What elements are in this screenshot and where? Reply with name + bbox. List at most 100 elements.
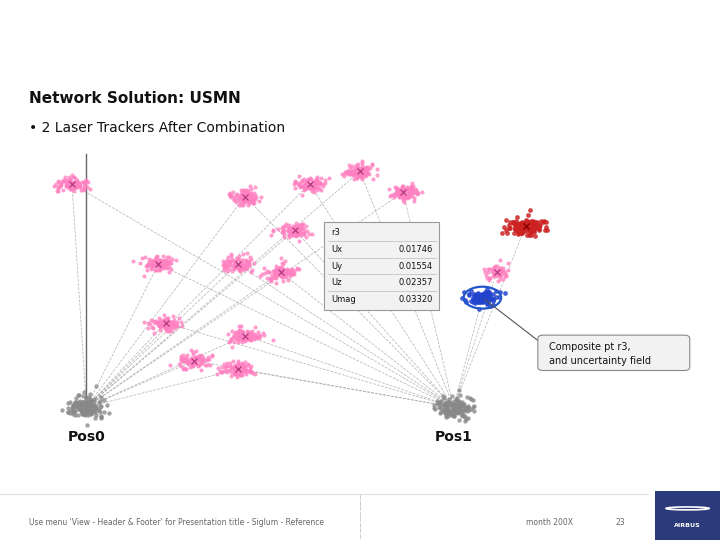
Point [74, 181, 86, 190]
Point [216, 362, 228, 371]
Point [235, 265, 247, 274]
Point [490, 268, 501, 277]
Point [246, 361, 257, 370]
Point [66, 180, 77, 189]
Point [89, 397, 100, 406]
Point [78, 407, 90, 416]
Point [340, 167, 351, 176]
Point [279, 267, 291, 275]
Point [359, 166, 371, 174]
Point [307, 185, 318, 193]
Point [315, 174, 327, 183]
Point [339, 168, 351, 177]
Point [512, 220, 523, 229]
Point [229, 265, 240, 273]
Point [232, 361, 243, 369]
Point [445, 409, 456, 417]
Point [219, 367, 230, 375]
Point [541, 226, 553, 235]
Point [50, 180, 61, 188]
Point [233, 360, 245, 368]
Point [244, 367, 256, 375]
Point [398, 197, 410, 206]
Point [395, 193, 407, 201]
Point [523, 217, 534, 226]
Point [397, 182, 408, 191]
Point [462, 402, 474, 410]
Point [520, 222, 531, 231]
Point [53, 184, 64, 192]
Point [293, 226, 305, 235]
Point [449, 402, 460, 411]
Point [309, 188, 320, 197]
Point [244, 329, 256, 338]
Point [220, 259, 231, 267]
Point [90, 382, 102, 390]
Point [252, 328, 264, 336]
Point [181, 353, 192, 362]
Point [269, 271, 281, 279]
Point [468, 401, 480, 410]
Point [67, 401, 78, 410]
Point [283, 231, 294, 239]
Point [393, 190, 405, 198]
Point [176, 355, 187, 364]
Point [177, 355, 189, 364]
Point [62, 399, 73, 408]
Point [245, 181, 256, 190]
Point [83, 396, 94, 405]
Point [161, 316, 173, 325]
Point [416, 188, 428, 197]
Text: r3: r3 [331, 228, 340, 237]
Point [441, 413, 452, 421]
Text: Umag: Umag [331, 295, 356, 304]
Point [238, 333, 250, 342]
Point [485, 274, 496, 282]
Point [410, 188, 421, 197]
Point [218, 360, 230, 368]
Point [294, 226, 305, 234]
Point [161, 322, 173, 330]
Point [242, 328, 253, 337]
Point [151, 258, 163, 267]
Point [84, 393, 95, 401]
Point [239, 334, 251, 343]
Point [241, 327, 253, 335]
Point [194, 352, 205, 360]
Point [351, 167, 363, 176]
Point [486, 264, 498, 273]
Point [451, 408, 462, 416]
Text: Uncertainty Analysis Example: Uncertainty Analysis Example [11, 21, 477, 49]
Point [160, 322, 171, 330]
Point [473, 294, 485, 302]
Point [350, 164, 361, 173]
Point [366, 161, 377, 170]
Point [298, 185, 310, 194]
Point [76, 406, 87, 415]
Point [441, 407, 452, 415]
Point [70, 411, 81, 420]
Point [480, 287, 492, 296]
Point [82, 407, 94, 415]
Point [390, 183, 401, 192]
Point [60, 181, 72, 190]
Point [287, 269, 299, 278]
Point [481, 274, 492, 282]
Point [78, 178, 90, 186]
Point [148, 256, 159, 265]
Point [494, 256, 505, 265]
Point [237, 201, 248, 210]
Point [526, 221, 537, 230]
Point [404, 191, 415, 199]
Point [76, 178, 88, 186]
Point [186, 359, 198, 367]
Point [64, 176, 76, 185]
Point [487, 290, 499, 299]
Point [70, 180, 81, 188]
Point [235, 330, 247, 339]
Point [232, 255, 243, 264]
Point [195, 366, 207, 374]
Point [355, 166, 366, 174]
Point [150, 260, 162, 268]
Point [524, 222, 536, 231]
